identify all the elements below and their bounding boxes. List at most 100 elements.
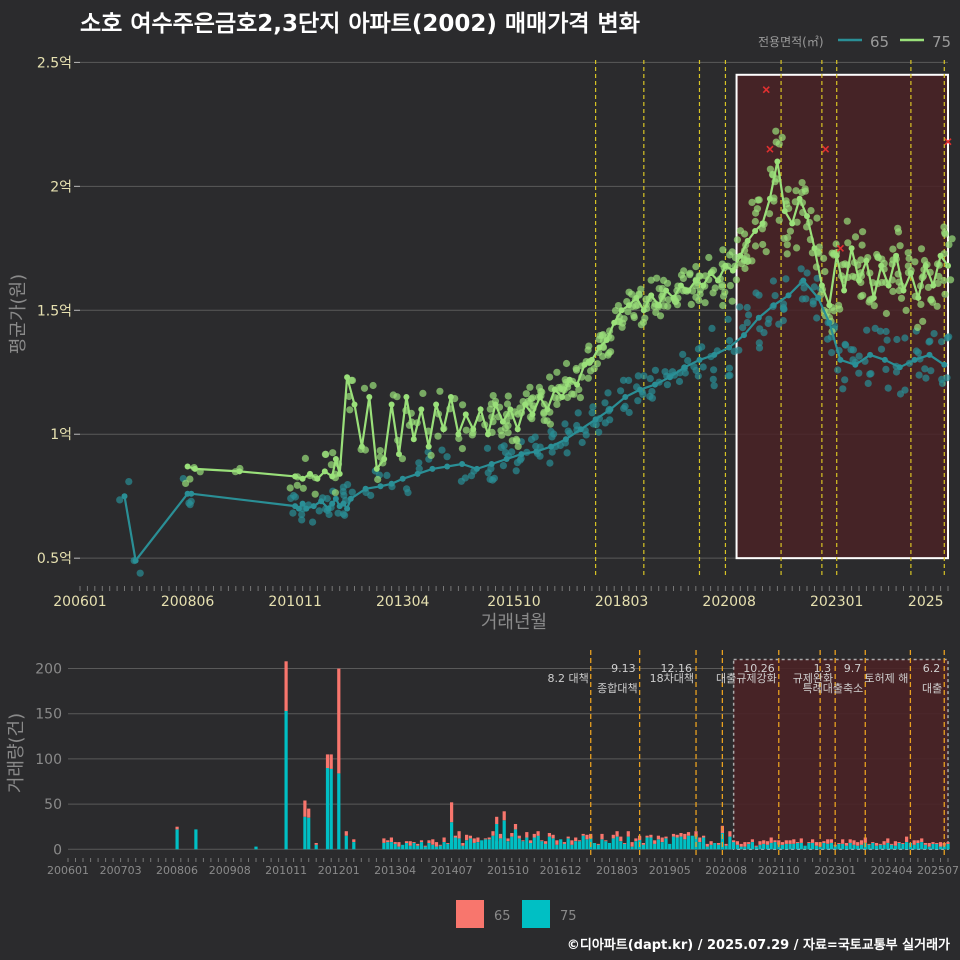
scatter-point [516, 404, 524, 412]
scatter-point [584, 374, 592, 382]
series-point-75 [559, 394, 566, 400]
volume-bar-75 [867, 844, 871, 850]
volume-bar-65 [754, 845, 758, 847]
series-point-75 [299, 475, 306, 482]
volume-bar-75 [942, 845, 946, 850]
volume-bar-75 [495, 824, 499, 850]
scatter-point [315, 507, 323, 515]
series-point-75 [344, 374, 351, 381]
scatter-point [839, 261, 847, 269]
scatter-point [553, 368, 561, 376]
volume-bar-75 [890, 844, 894, 850]
scatter-point [621, 402, 629, 410]
scatter-point [724, 315, 732, 323]
volume-bar-75 [483, 839, 487, 850]
series-point-75 [729, 267, 736, 274]
scatter-point [769, 277, 778, 285]
scatter-point [546, 420, 555, 428]
scatter-point [624, 308, 632, 316]
volume-bar-65 [536, 831, 540, 836]
volume-bar-75 [788, 843, 792, 850]
volume-bar-75 [337, 773, 341, 850]
scatter-point [578, 438, 586, 447]
volume-bar-65 [491, 831, 495, 836]
volume-bar-65 [521, 840, 525, 842]
scatter-point [709, 289, 717, 297]
volume-bar-65 [442, 837, 446, 842]
volume-bar-75 [893, 845, 897, 850]
series-point-75 [826, 302, 833, 309]
volume-bar-65 [337, 668, 341, 774]
volume-bar-75 [314, 844, 318, 850]
series-point-75 [358, 443, 365, 450]
scatter-point [813, 214, 821, 222]
volume-x-tick-label: 202507 [917, 864, 959, 877]
scatter-point [801, 187, 810, 195]
series-point-75 [804, 213, 810, 220]
scatter-point [754, 196, 762, 204]
scatter-point [883, 336, 891, 344]
volume-bar-65 [796, 842, 800, 843]
volume-bar-65 [728, 831, 732, 837]
volume-bar-75 [664, 838, 668, 850]
volume-bar-65 [626, 831, 630, 837]
series-point-65 [377, 483, 384, 490]
scatter-point [732, 276, 741, 284]
scatter-point [459, 401, 467, 409]
volume-bar-65 [882, 841, 886, 845]
scatter-point [726, 371, 734, 379]
series-point-65 [711, 351, 718, 358]
volume-x-tick-label: 201905 [649, 864, 691, 877]
series-point-75 [930, 282, 937, 289]
volume-bar-75 [513, 829, 518, 850]
volume-bar-75 [679, 836, 683, 850]
scatter-point [640, 372, 648, 380]
scatter-point [882, 365, 890, 373]
scatter-point [728, 297, 736, 305]
scatter-point [531, 433, 539, 441]
scatter-point [725, 364, 734, 372]
scatter-point [721, 288, 729, 296]
volume-bar-75 [510, 836, 514, 850]
volume-bar-65 [412, 842, 416, 843]
volume-bar-75 [254, 846, 258, 850]
volume-bar-75 [284, 711, 288, 850]
scatter-point [434, 432, 442, 440]
series-point-75 [351, 401, 358, 408]
scatter-point [855, 369, 863, 377]
volume-bar-65 [525, 832, 529, 838]
volume-bar-65 [653, 840, 657, 844]
volume-bar-75 [916, 843, 920, 850]
series-point-75 [440, 426, 447, 433]
y-tick-label: 0.5억 [37, 551, 72, 567]
volume-x-minor-ticks [67, 858, 949, 862]
volume-x-tick-label: 201201 [318, 864, 360, 877]
series-point-65 [681, 364, 688, 371]
series-point-65 [329, 500, 336, 507]
volume-bar-65 [645, 835, 649, 838]
scatter-point [499, 462, 507, 470]
series-point-65 [503, 456, 510, 462]
policy-label: 8.2 대책 [548, 672, 589, 685]
volume-bar-75 [758, 844, 762, 850]
volume-bar-65 [468, 835, 472, 839]
volume-bar-75 [901, 843, 905, 850]
scatter-point [927, 367, 935, 375]
scatter-point [695, 272, 703, 280]
volume-bar-65 [547, 833, 551, 837]
volume-bar-75 [856, 845, 860, 850]
x-tick-label: 202008 [702, 594, 755, 610]
volume-bar-75 [634, 841, 638, 850]
scatter-point [331, 489, 339, 497]
volume-bar-65 [472, 838, 476, 843]
scatter-point [820, 254, 828, 262]
scatter-point [877, 345, 886, 353]
volume-bar-75 [878, 844, 882, 850]
volume-bar-75 [401, 844, 405, 850]
volume-bar-65 [762, 840, 766, 844]
scatter-point [686, 271, 694, 279]
volume-bar-75 [724, 845, 728, 850]
volume-bar-65 [916, 840, 920, 843]
scatter-point [841, 376, 849, 384]
scatter-point [561, 420, 569, 428]
